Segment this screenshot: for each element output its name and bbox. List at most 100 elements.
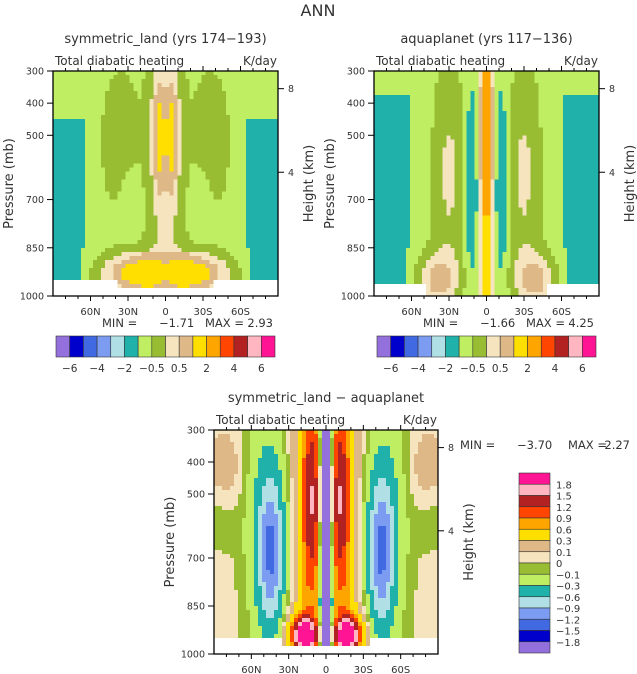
contour-cell bbox=[77, 159, 82, 164]
contour-cell bbox=[506, 167, 512, 172]
contour-cell bbox=[153, 271, 158, 277]
contour-cell bbox=[73, 107, 78, 112]
contour-cell bbox=[241, 279, 247, 285]
contour-cell bbox=[125, 223, 130, 229]
contour-cell bbox=[77, 223, 82, 229]
contour-cell bbox=[406, 75, 411, 80]
contour-cell bbox=[257, 211, 263, 217]
contour-cell bbox=[85, 103, 90, 108]
contour-cell bbox=[446, 155, 451, 160]
colorbar-box bbox=[55, 335, 70, 358]
contour-cell bbox=[410, 143, 415, 148]
contour-cell bbox=[450, 167, 455, 172]
contour-cell bbox=[173, 267, 178, 273]
contour-cell bbox=[213, 187, 219, 192]
contour-cell bbox=[430, 151, 435, 156]
contour-cell bbox=[137, 227, 142, 233]
contour-cell bbox=[165, 83, 170, 88]
contour-cell bbox=[205, 279, 211, 285]
contour-cell bbox=[566, 187, 572, 192]
contour-cell bbox=[193, 183, 199, 188]
contour-cell bbox=[261, 175, 267, 180]
contour-cell bbox=[526, 131, 532, 136]
contour-cell bbox=[582, 163, 588, 168]
contour-cell bbox=[261, 231, 267, 237]
contour-cell bbox=[189, 95, 195, 100]
contour-cell bbox=[402, 79, 407, 84]
contour-cell bbox=[193, 203, 199, 209]
contour-cell bbox=[125, 143, 130, 148]
contour-cell bbox=[269, 235, 275, 241]
contour-cell bbox=[386, 159, 391, 164]
contour-cell bbox=[153, 127, 158, 132]
contour-cell bbox=[137, 99, 142, 104]
contour-cell bbox=[189, 191, 195, 196]
contour-cell bbox=[61, 115, 66, 120]
contour-cell bbox=[518, 151, 524, 156]
contour-cell bbox=[249, 127, 255, 132]
contour-cell bbox=[105, 135, 110, 140]
contour-cell bbox=[450, 135, 455, 140]
contour-cell bbox=[518, 71, 524, 76]
contour-cell bbox=[141, 87, 146, 92]
contour-cell bbox=[153, 139, 158, 144]
contour-cell bbox=[89, 87, 94, 92]
contour-cell bbox=[113, 275, 118, 281]
contour-cell bbox=[249, 279, 255, 285]
contour-cell bbox=[217, 207, 223, 213]
contour-cell bbox=[470, 159, 475, 164]
contour-cell bbox=[113, 231, 118, 237]
contour-cell bbox=[189, 127, 195, 132]
contour-cell bbox=[229, 211, 235, 217]
contour-cell bbox=[201, 227, 207, 233]
contour-cell bbox=[402, 187, 407, 192]
contour-cell bbox=[566, 79, 572, 84]
contour-cell bbox=[458, 187, 463, 192]
contour-cell bbox=[129, 95, 134, 100]
contour-cell bbox=[586, 83, 592, 88]
contour-cell bbox=[133, 115, 138, 120]
contour-cell bbox=[237, 195, 243, 200]
contour-cell bbox=[65, 163, 70, 168]
contour-cell bbox=[105, 151, 110, 156]
contour-cell bbox=[93, 247, 98, 253]
contour-cell bbox=[454, 151, 459, 156]
contour-cell bbox=[241, 195, 247, 200]
contour-cell bbox=[121, 127, 126, 132]
contour-cell bbox=[85, 127, 90, 132]
contour-cell bbox=[93, 131, 98, 136]
contour-cell bbox=[426, 91, 431, 96]
contour-cell bbox=[434, 191, 439, 196]
contour-cell bbox=[97, 219, 102, 225]
contour-cell bbox=[85, 71, 90, 76]
contour-cell bbox=[85, 207, 90, 213]
contour-cell bbox=[73, 203, 78, 209]
contour-cell bbox=[594, 79, 600, 84]
contour-cell bbox=[81, 247, 86, 253]
contour-cell bbox=[233, 123, 239, 128]
contour-cell bbox=[410, 91, 415, 96]
contour-cell bbox=[273, 111, 279, 116]
contour-cell bbox=[225, 163, 231, 168]
contour-cell bbox=[113, 171, 118, 176]
contour-cell bbox=[189, 171, 195, 176]
contour-cell bbox=[245, 291, 251, 297]
contour-cell bbox=[77, 115, 82, 120]
contour-cell bbox=[470, 175, 475, 180]
contour-cell bbox=[65, 275, 70, 281]
contour-cell bbox=[402, 171, 407, 176]
contour-cell bbox=[173, 283, 178, 289]
contour-cell bbox=[133, 247, 138, 253]
contour-cell bbox=[201, 159, 207, 164]
contour-cell bbox=[590, 103, 596, 108]
contour-cell bbox=[53, 115, 58, 120]
contour-cell bbox=[482, 115, 487, 120]
contour-cell bbox=[197, 287, 203, 293]
contour-cell bbox=[165, 107, 170, 112]
contour-cell bbox=[546, 115, 552, 120]
contour-cell bbox=[506, 155, 512, 160]
contour-cell bbox=[530, 135, 536, 140]
contour-cell bbox=[558, 103, 564, 108]
contour-cell bbox=[446, 183, 451, 188]
contour-cell bbox=[197, 291, 203, 297]
